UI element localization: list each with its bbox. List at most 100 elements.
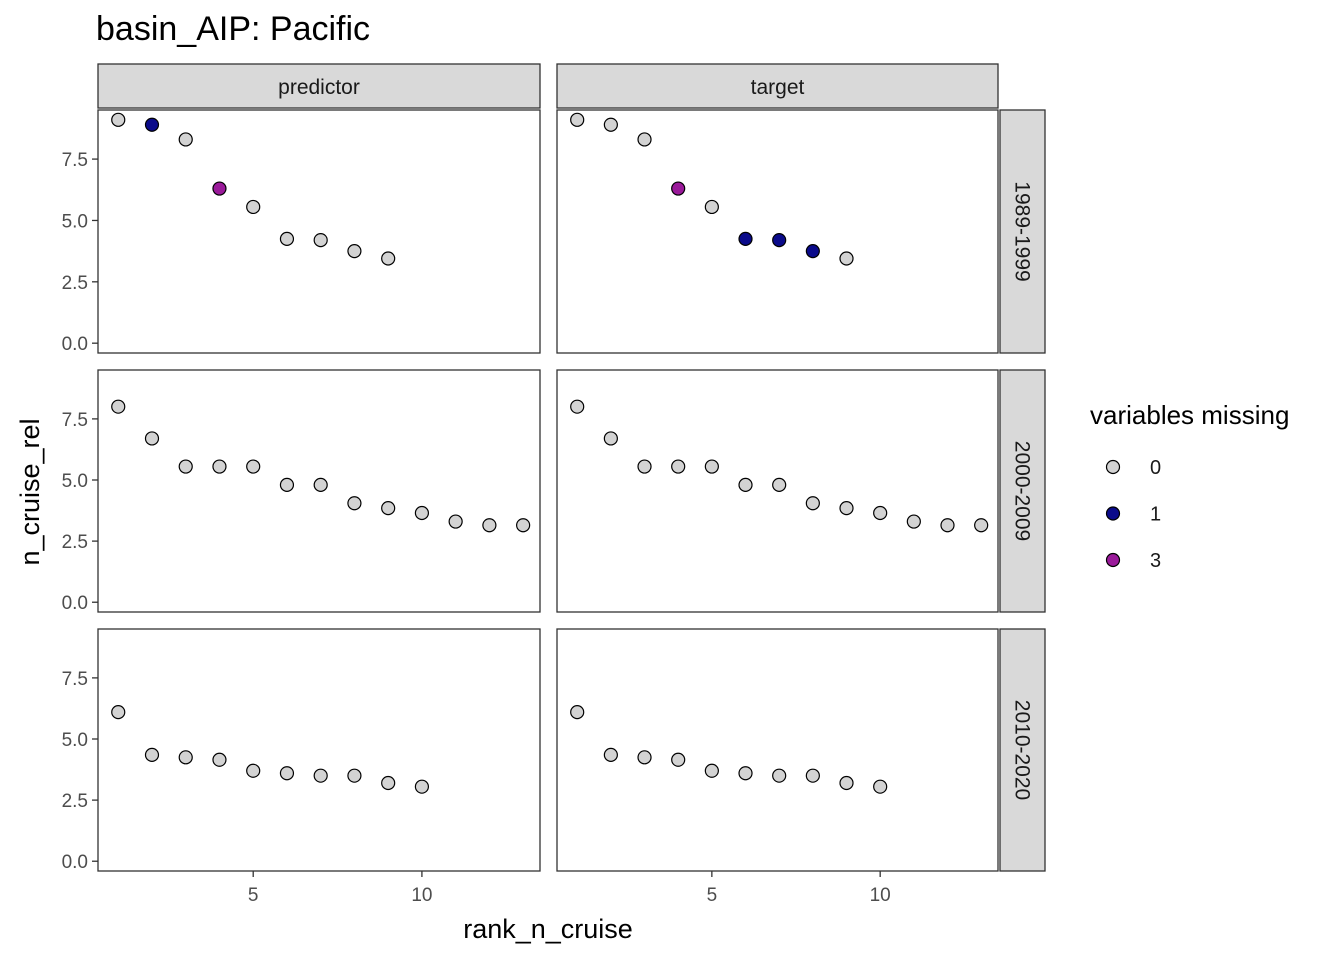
data-point bbox=[381, 251, 396, 266]
y-tick-label: 2.5 bbox=[62, 791, 88, 812]
data-point bbox=[704, 763, 719, 778]
data-point bbox=[671, 752, 686, 767]
y-tick-label: 7.5 bbox=[62, 150, 88, 171]
legend-title: variables missing bbox=[1090, 400, 1289, 430]
data-point bbox=[347, 496, 362, 511]
data-point bbox=[873, 505, 888, 521]
legend-key bbox=[1105, 506, 1121, 521]
data-point bbox=[704, 199, 719, 215]
legend-label: 3 bbox=[1150, 550, 1161, 572]
column-strip bbox=[556, 63, 999, 109]
data-point bbox=[671, 181, 686, 196]
data-point bbox=[772, 477, 787, 492]
data-point bbox=[603, 431, 618, 446]
panel-frame bbox=[97, 109, 541, 354]
y-tick-label: 0.0 bbox=[62, 593, 88, 614]
data-point bbox=[940, 518, 955, 533]
data-point bbox=[144, 747, 160, 762]
data-point bbox=[178, 459, 193, 474]
legend-label: 1 bbox=[1150, 504, 1161, 526]
y-tick-label: 5.0 bbox=[62, 730, 88, 751]
x-tick-label: 5 bbox=[248, 885, 259, 906]
row-strip bbox=[999, 628, 1046, 872]
data-point bbox=[637, 750, 652, 765]
row-strip-label: 2000-2009 bbox=[1011, 441, 1034, 541]
data-point bbox=[805, 496, 820, 511]
column-strip-label: target bbox=[751, 76, 805, 99]
data-point bbox=[516, 518, 531, 533]
data-point bbox=[246, 459, 261, 474]
panel-frame bbox=[556, 109, 999, 354]
y-tick-label: 7.5 bbox=[62, 410, 88, 431]
x-tick-label: 10 bbox=[870, 885, 891, 906]
data-point bbox=[603, 747, 618, 762]
data-point bbox=[873, 779, 888, 794]
data-point bbox=[839, 251, 854, 266]
x-tick-label: 10 bbox=[411, 885, 432, 906]
data-point bbox=[738, 231, 753, 246]
data-point bbox=[144, 431, 160, 446]
data-point bbox=[246, 763, 261, 778]
data-point bbox=[381, 501, 396, 516]
x-axis-title: rank_n_cruise bbox=[463, 914, 633, 944]
data-point bbox=[313, 768, 328, 783]
y-tick-label: 5.0 bbox=[62, 471, 88, 492]
data-point bbox=[738, 477, 753, 492]
y-tick-label: 0.0 bbox=[62, 334, 88, 355]
row-strip bbox=[999, 369, 1046, 613]
data-point bbox=[839, 501, 854, 516]
legend-key bbox=[1105, 459, 1121, 475]
data-point bbox=[178, 750, 193, 765]
data-point bbox=[637, 459, 652, 474]
data-point bbox=[839, 775, 854, 791]
y-tick-label: 7.5 bbox=[62, 669, 88, 690]
data-point bbox=[448, 514, 463, 529]
data-point bbox=[347, 244, 362, 259]
y-tick-label: 5.0 bbox=[62, 211, 88, 232]
panel-frame bbox=[97, 628, 541, 872]
column-strip bbox=[97, 63, 541, 109]
data-point bbox=[603, 117, 618, 132]
data-point bbox=[704, 459, 719, 474]
legend-key bbox=[1105, 552, 1121, 568]
column-strip-label: predictor bbox=[278, 76, 360, 99]
data-point bbox=[482, 518, 497, 533]
data-point bbox=[381, 775, 396, 791]
data-point bbox=[279, 231, 295, 246]
y-tick-label: 0.0 bbox=[62, 852, 88, 873]
data-point bbox=[805, 244, 820, 259]
panel-frame bbox=[556, 628, 999, 872]
data-point bbox=[570, 705, 585, 720]
data-point bbox=[313, 232, 328, 248]
legend-label: 0 bbox=[1150, 457, 1161, 479]
data-point bbox=[347, 768, 362, 783]
row-strip-label: 2010-2020 bbox=[1011, 700, 1034, 800]
data-point bbox=[738, 766, 753, 781]
data-point bbox=[178, 132, 193, 147]
data-point bbox=[974, 518, 989, 533]
facet-panels: predictor target 1989-1999 2000-2009 2010-20… bbox=[62, 63, 1046, 906]
data-point bbox=[111, 705, 126, 720]
data-point bbox=[570, 399, 585, 414]
y-tick-label: 2.5 bbox=[62, 273, 88, 294]
data-point bbox=[246, 199, 261, 215]
data-point bbox=[144, 117, 160, 132]
data-point bbox=[570, 112, 585, 127]
data-point bbox=[111, 112, 126, 127]
data-point bbox=[279, 477, 295, 492]
data-point bbox=[671, 459, 686, 474]
chart-title: basin_AIP: Pacific bbox=[96, 10, 370, 48]
data-point bbox=[279, 766, 295, 781]
data-point bbox=[906, 514, 921, 529]
data-point bbox=[212, 459, 227, 474]
data-point bbox=[212, 181, 227, 196]
data-point bbox=[772, 768, 787, 783]
row-strip-label: 1989-1999 bbox=[1011, 181, 1034, 281]
x-tick-label: 5 bbox=[707, 885, 718, 906]
y-axis-title: n_cruise_rel bbox=[15, 418, 45, 565]
data-point bbox=[414, 779, 430, 794]
data-point bbox=[805, 768, 820, 783]
data-point bbox=[637, 132, 652, 147]
legend: variables missing 0 1 3 bbox=[1090, 400, 1289, 572]
